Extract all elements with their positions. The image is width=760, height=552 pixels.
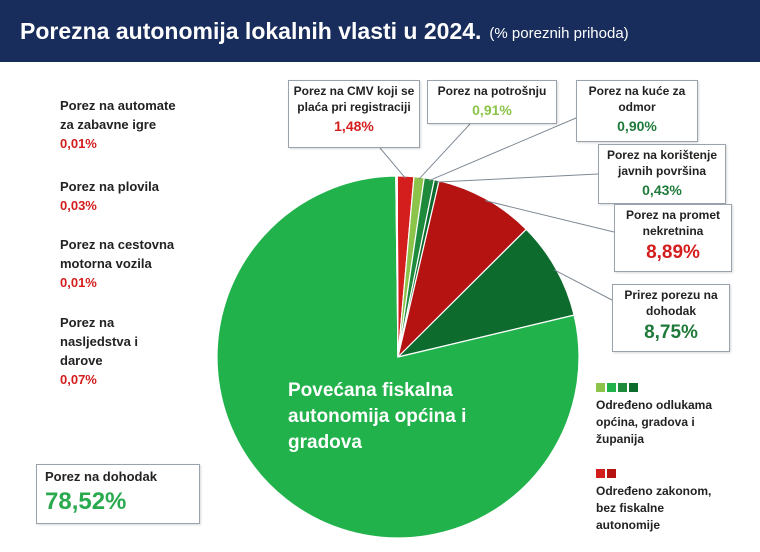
- box-cmv-name1: Porez na CMV koji se: [293, 84, 415, 98]
- pie-annotation-line3: gradova: [288, 432, 362, 453]
- legend-zakon-line1: Određeno zakonom,: [596, 484, 712, 498]
- label-plovila-value: 0,03%: [60, 198, 97, 213]
- legend-swatch: [618, 383, 627, 392]
- legend-zakon-line3: autonomije: [596, 518, 661, 532]
- pie-annotation-line2: autonomija općina i: [288, 406, 467, 427]
- chart-title: Porezna autonomija lokalnih vlasti u 202…: [20, 17, 482, 44]
- leader-line-4: [485, 200, 615, 233]
- pie-slice-6: [216, 175, 580, 539]
- leader-line-2: [428, 117, 577, 182]
- label-nasljedstva-name2: nasljedstva i: [60, 334, 139, 349]
- label-nasljedstva-name3: darove: [60, 353, 103, 368]
- box-kuce-name2: odmor: [618, 100, 656, 114]
- pie-annotation-line1: Povećana fiskalna: [288, 380, 453, 401]
- box-dohodak-value: 78,52%: [45, 488, 127, 515]
- leader-line-1: [418, 123, 471, 180]
- legend-swatch: [607, 469, 616, 478]
- box-cmv: Porez na CMV koji se plaća pri registrac…: [288, 80, 420, 148]
- box-prirez-value: 8,75%: [644, 322, 698, 343]
- label-cestovna-name2: motorna vozila: [60, 256, 152, 271]
- box-javne-name1: Porez na korištenje: [606, 148, 718, 162]
- legend-odluke-line1: Određeno odlukama: [596, 398, 713, 412]
- label-automati: Porez na automate za zabavne igre 0,01%: [60, 96, 176, 153]
- pie-annotation: Povećana fiskalna autonomija općina i gr…: [288, 378, 528, 456]
- label-plovila-name: Porez na plovila: [60, 179, 159, 194]
- box-potrosnja-value: 0,91%: [472, 102, 512, 118]
- label-cestovna: Porez na cestovna motorna vozila 0,01%: [60, 235, 174, 292]
- box-kuce-value: 0,90%: [617, 118, 657, 134]
- legend-odluke-line2: općina, gradova i: [596, 415, 695, 429]
- leader-line-3: [436, 173, 599, 183]
- box-promet: Porez na promet nekretnina 8,89%: [614, 204, 732, 272]
- box-promet-name1: Porez na promet: [625, 208, 721, 222]
- box-potrosnja-name: Porez na potrošnju: [437, 84, 547, 98]
- legend-zakon-swatches: [596, 466, 711, 483]
- label-nasljedstva-value: 0,07%: [60, 372, 97, 387]
- legend-swatch: [607, 383, 616, 392]
- pie-slice-10: [396, 175, 399, 358]
- box-potrosnja: Porez na potrošnju 0,91%: [427, 80, 557, 124]
- label-cestovna-value: 0,01%: [60, 275, 97, 290]
- leader-line-0: [379, 147, 406, 179]
- label-automati-name1: Porez na automate: [60, 98, 176, 113]
- legend-swatch: [629, 383, 638, 392]
- leader-line-5: [554, 269, 613, 301]
- box-kuce-name1: Porez na kuće za: [588, 84, 686, 98]
- label-plovila: Porez na plovila 0,03%: [60, 177, 159, 215]
- legend-odluke-swatches: [596, 380, 712, 397]
- box-dohodak-name: Porez na dohodak: [45, 469, 157, 484]
- label-automati-name2: za zabavne igre: [60, 117, 157, 132]
- label-cestovna-name1: Porez na cestovna: [60, 237, 175, 252]
- legend-zakon-line2: bez fiskalne: [596, 501, 665, 515]
- legend-swatch: [596, 383, 605, 392]
- label-nasljedstva-name1: Porez na: [60, 315, 115, 330]
- box-prirez-name1: Prirez porezu na: [624, 288, 718, 302]
- label-automati-value: 0,01%: [60, 136, 97, 151]
- title-bar: Porezna autonomija lokalnih vlasti u 202…: [0, 0, 760, 62]
- box-javne-value: 0,43%: [642, 182, 682, 198]
- box-prirez: Prirez porezu na dohodak 8,75%: [612, 284, 730, 352]
- box-promet-value: 8,89%: [646, 242, 700, 263]
- legend-zakon: Određeno zakonom, bez fiskalne autonomij…: [596, 466, 711, 534]
- box-promet-name2: nekretnina: [642, 224, 704, 238]
- chart-subtitle: (% poreznih prihoda): [489, 24, 629, 42]
- box-prirez-name2: dohodak: [646, 304, 696, 318]
- box-cmv-value: 1,48%: [334, 118, 374, 134]
- pie-chart: [216, 117, 615, 539]
- box-javne: Porez na korištenje javnih površina 0,43…: [598, 144, 726, 204]
- box-cmv-name2: plaća pri registraciji: [297, 100, 411, 114]
- box-kuce: Porez na kuće za odmor 0,90%: [576, 80, 698, 142]
- legend-odluke: Određeno odlukama općina, gradova i župa…: [596, 380, 712, 448]
- label-nasljedstva: Porez na nasljedstva i darove 0,07%: [60, 313, 138, 389]
- legend-odluke-line3: županija: [596, 432, 645, 446]
- legend-swatch: [596, 469, 605, 478]
- box-dohodak: Porez na dohodak 78,52%: [36, 464, 200, 524]
- box-javne-name2: javnih površina: [617, 164, 707, 178]
